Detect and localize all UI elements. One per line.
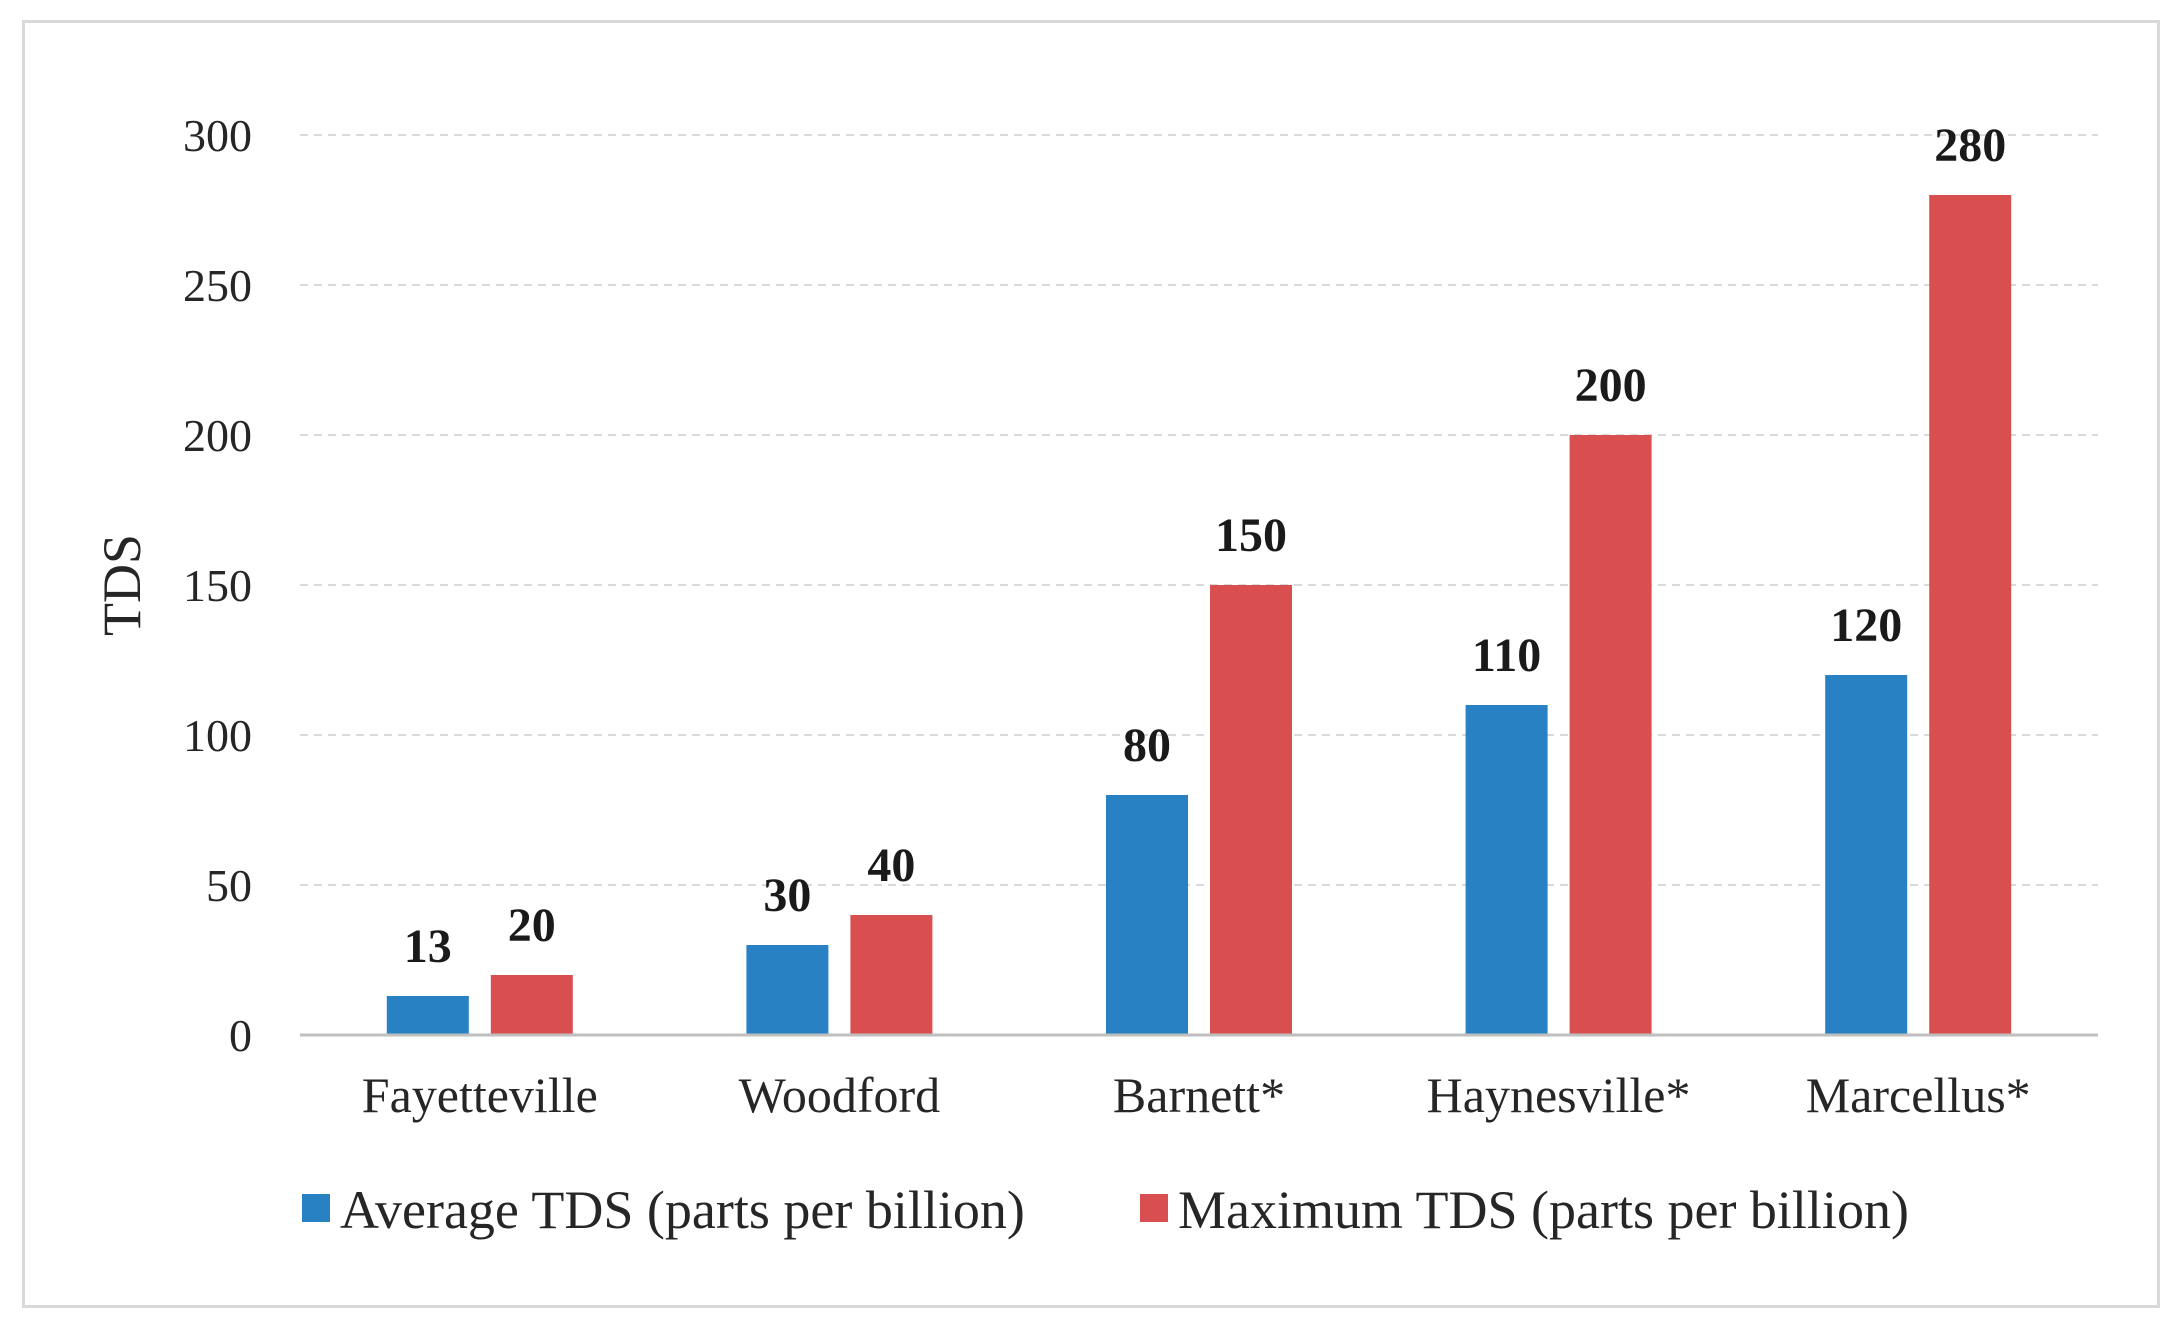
- bars: [386, 195, 2012, 1035]
- bar-maximum: [490, 975, 573, 1035]
- data-label: 30: [763, 869, 811, 922]
- x-category-label: Marcellus*: [1806, 1067, 2031, 1123]
- bar-average: [1825, 675, 1908, 1035]
- bar-maximum: [1210, 585, 1292, 1035]
- bar-average: [1465, 705, 1548, 1035]
- bar-maximum: [1569, 435, 1652, 1035]
- y-tick-label: 150: [183, 560, 252, 611]
- bar-average: [386, 996, 469, 1035]
- data-label: 40: [867, 839, 915, 892]
- y-axis-ticks: 0 50 100 150 200 250 300: [183, 110, 252, 1061]
- bar-maximum: [1929, 195, 2012, 1035]
- x-category-label: Haynesville*: [1427, 1067, 1691, 1123]
- legend-swatch: [1140, 1194, 1168, 1222]
- y-axis-title: TDS: [92, 534, 152, 636]
- x-category-label: Barnett*: [1113, 1067, 1285, 1123]
- data-label: 120: [1830, 599, 1902, 652]
- y-tick-label: 0: [229, 1010, 252, 1061]
- data-label: 200: [1575, 359, 1647, 412]
- y-tick-label: 100: [183, 710, 252, 761]
- legend-label: Maximum TDS (parts per billion): [1178, 1180, 1909, 1240]
- data-label: 13: [404, 920, 452, 973]
- x-category-label: Fayetteville: [362, 1067, 598, 1123]
- data-labels: 13 20 30 40 80 150 110 200 120 280: [404, 119, 2006, 973]
- data-label: 110: [1472, 629, 1541, 682]
- bar-average: [1106, 795, 1188, 1035]
- bar-average: [746, 945, 829, 1035]
- data-label: 280: [1934, 119, 2006, 172]
- y-tick-label: 300: [183, 110, 252, 161]
- y-tick-label: 250: [183, 260, 252, 311]
- y-tick-label: 50: [206, 860, 252, 911]
- x-axis-categories: Fayetteville Woodford Barnett* Haynesville*…: [362, 1067, 2031, 1123]
- gridlines: [300, 134, 2098, 886]
- bar-maximum: [850, 915, 933, 1035]
- x-category-label: Woodford: [739, 1067, 941, 1123]
- legend-swatch: [302, 1194, 330, 1222]
- legend-label: Average TDS (parts per billion): [340, 1180, 1025, 1240]
- y-tick-label: 200: [183, 410, 252, 461]
- chart-frame: [22, 20, 2160, 1308]
- data-label: 20: [508, 899, 556, 952]
- legend: Average TDS (parts per billion) Maximum T…: [302, 1180, 1909, 1240]
- data-label: 80: [1123, 719, 1171, 772]
- data-label: 150: [1215, 509, 1287, 562]
